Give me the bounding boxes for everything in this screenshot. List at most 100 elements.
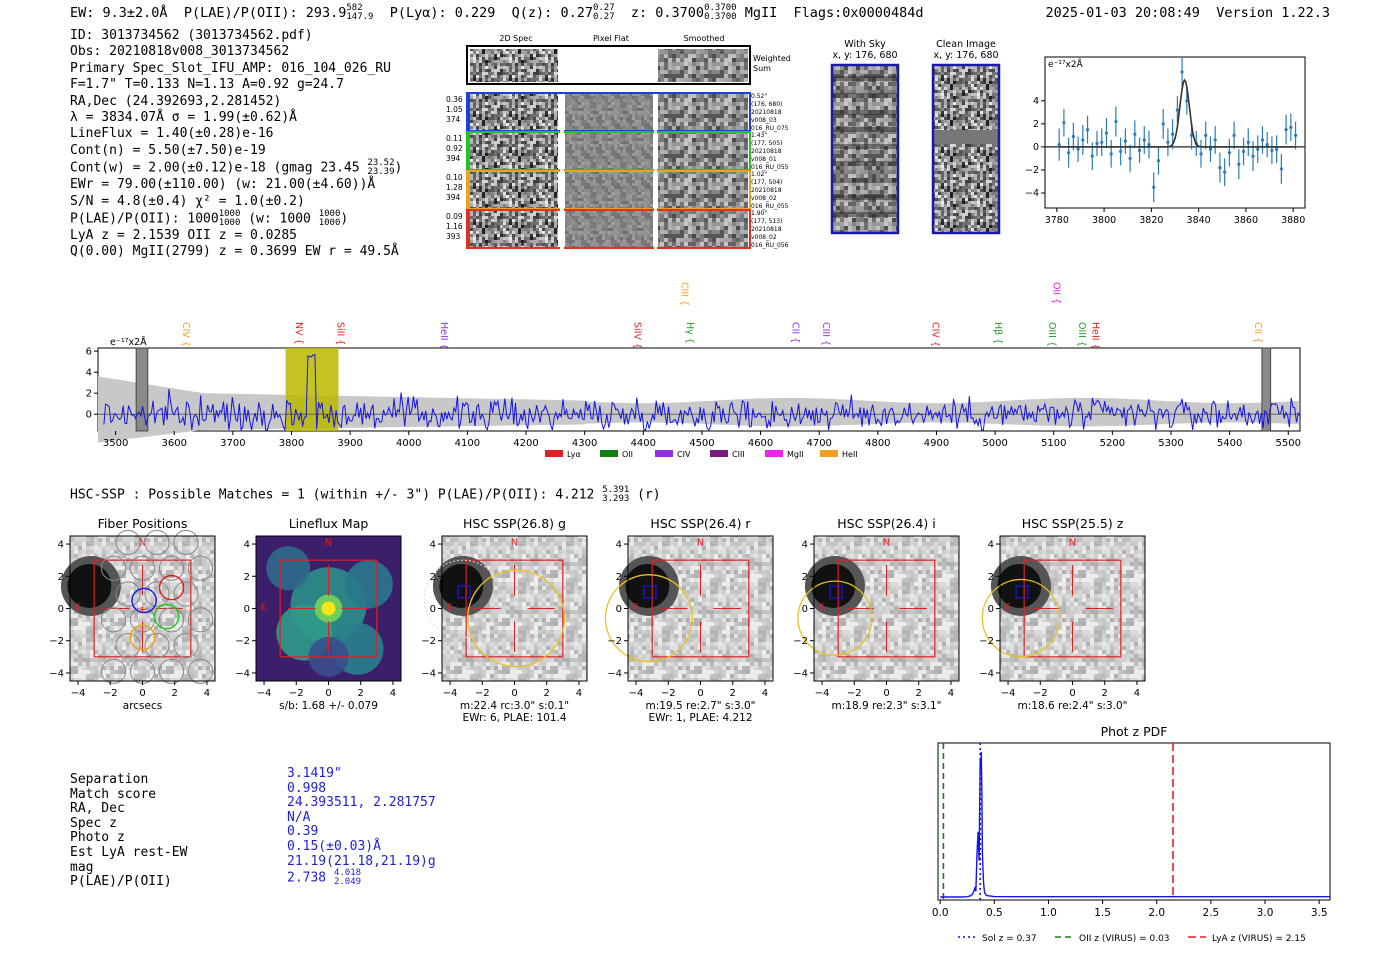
hsc-xtick-label: −2 <box>103 688 118 699</box>
hsc-red-box <box>837 559 936 658</box>
hsc-panel-title: Lineflux Map <box>289 516 369 531</box>
full-unit-label: e⁻¹⁷x2Å <box>110 336 147 348</box>
zoom-point <box>1161 122 1165 126</box>
row-swatch <box>467 171 470 209</box>
hsc-xtick-label: −4 <box>815 688 830 699</box>
cand-label-photoz: Photo z <box>70 830 125 846</box>
zoom-ytick-label: 2 <box>1033 119 1039 130</box>
full-spectrum-line <box>103 354 1301 432</box>
sky-stripe <box>832 76 898 81</box>
zoom-xtick-label: 3840 <box>1187 215 1211 226</box>
full-xtick-label: 5200 <box>1100 438 1125 449</box>
source-core <box>67 563 112 608</box>
full-xtick-label: 5300 <box>1158 438 1183 449</box>
row-right-label: (177, 513) <box>751 218 782 225</box>
hsc-east-label: E <box>75 603 81 613</box>
hsc-xtick-label: 2 <box>916 688 922 699</box>
hsc-ytick-label: 2 <box>802 572 808 583</box>
cand-plae-lo: 2.049 <box>333 877 362 888</box>
fiber-orange <box>129 624 156 651</box>
cand-value-ew: 0.15(±0.03)Å <box>287 838 381 854</box>
info-block: ID: 3013734562 (3013734562.pdf) Obs: 202… <box>70 28 450 261</box>
row-left-label: 0.11 <box>446 134 463 143</box>
cutout-col-header: Pixel Flat <box>593 34 629 43</box>
cand-value-plae: 2.738 <box>287 870 327 886</box>
hsc-panel-title: HSC SSP(26.4) i <box>837 516 935 531</box>
header-z: z: 0.3700 <box>630 5 705 21</box>
full-line-label: HeII { <box>1089 322 1100 350</box>
hsc-ytick-label: 2 <box>988 572 994 583</box>
header-z-lo: 0.3700 <box>704 12 737 22</box>
info-lambda: λ = 3834.07Å σ = 1.99(±0.62)Å <box>70 110 297 126</box>
hsc-xtick-label: −4 <box>71 688 86 699</box>
hsc-ytick-label: −4 <box>793 668 808 679</box>
fiber-circle <box>100 607 127 633</box>
hsc-xtick-label: −2 <box>1033 688 1048 699</box>
full-line-label-group: CIV { <box>929 322 940 347</box>
hsc-ytick-label: −4 <box>421 668 436 679</box>
zoom-point <box>1137 148 1142 152</box>
lineflux-blob <box>344 560 393 609</box>
row-right-label: 016_RU_055 <box>751 164 789 171</box>
full-spectrum-chart: e⁻¹⁷x2Å 3500 3600 3700 3800 3900 4000 4100 4200 4… <box>86 282 1301 459</box>
hsc-caption-2: EWr: 6, PLAE: 101.4 <box>462 712 566 724</box>
zoom-point <box>1152 185 1156 189</box>
pdf-title: Phot z PDF <box>1101 724 1168 739</box>
hsc-north-label: N <box>883 538 890 549</box>
full-ytick-label: 6 <box>86 347 92 358</box>
row-left-label: 0.36 <box>446 95 463 104</box>
row-smoothed <box>658 133 748 169</box>
with-sky-frame <box>830 63 900 235</box>
zoom-ytick-label: −4 <box>1025 188 1039 199</box>
info-sn: S/N = 4.8(±0.4) χ² = 1.0(±0.2) <box>70 193 305 209</box>
fiber-circle <box>129 555 156 581</box>
row-left-label: 1.28 <box>446 183 463 192</box>
cand-value-photoz: 0.39 <box>287 824 319 840</box>
zoom-point <box>1085 128 1090 132</box>
zoom-point <box>1246 140 1250 144</box>
hsc-panel-title: HSC SSP(26.8) g <box>463 516 566 531</box>
row-left-label: 0.92 <box>446 144 463 153</box>
info-ewr: EWr = 79.00(±110.00) (w: 21.00(±4.60))Å <box>70 177 376 193</box>
zoom-point <box>1293 133 1298 137</box>
row-right-label: 0.52" <box>751 93 767 100</box>
hsc-ytick-label: 4 <box>616 540 622 551</box>
sky-stripe <box>832 110 898 115</box>
fiber-circle <box>144 581 170 607</box>
row-swatch <box>467 132 470 170</box>
hsc-xtick-label: 2 <box>544 688 550 699</box>
hsc-aperture <box>797 580 873 656</box>
zoom-point <box>1208 147 1213 151</box>
hsc-caption: m:18.9 re:2.3" s:3.1" <box>832 700 942 712</box>
info-contw-lo: 23.39 <box>367 167 395 178</box>
hsc-panel-title: Fiber Positions <box>98 516 188 531</box>
hsc-ytick-label: −4 <box>50 668 64 679</box>
full-xtick-label: 5400 <box>1217 438 1242 449</box>
zoom-point <box>1232 133 1236 137</box>
pdf-xtick-label: 2.0 <box>1148 907 1165 919</box>
full-legend-swatch <box>820 450 838 457</box>
hsc-xtick-label: 4 <box>762 688 768 699</box>
fiber-circle <box>187 555 214 581</box>
header-bar: EW: 9.3±2.0Å P(LAE)/P(OII): 293.9 582 147.… <box>70 4 924 22</box>
zoom-ytick-label: −2 <box>1025 165 1039 176</box>
pdf-legend-label: OII z (VIRUS) = 0.03 <box>1079 934 1170 944</box>
full-ytick-label: 2 <box>86 389 92 400</box>
hsc-ytick-label: 0 <box>58 604 64 615</box>
hsc-blue-box <box>643 585 657 599</box>
full-line-label: CIV { <box>180 322 191 347</box>
hsc-red-box <box>1023 559 1122 658</box>
full-line-label: CII { <box>790 322 801 343</box>
row-right-label: v008_02 <box>751 234 777 241</box>
sky-stripe <box>832 144 898 149</box>
zoom-axes <box>1044 56 1306 209</box>
zoom-unit-label: e⁻¹⁷x2Å <box>1048 58 1084 70</box>
cand-label-plae: P(LAE)/P(OII) <box>70 874 172 890</box>
zoom-point <box>1189 133 1194 137</box>
full-xtick-label: 4100 <box>455 438 480 449</box>
full-xtick-label: 4400 <box>631 438 656 449</box>
hsc-caption: m:22.4 rc:3.0" s:0.1" <box>460 700 569 712</box>
fiber-circle <box>144 632 170 659</box>
header-plae-hi: 582 <box>346 3 363 13</box>
hsc-ytick-label: −2 <box>235 636 250 647</box>
